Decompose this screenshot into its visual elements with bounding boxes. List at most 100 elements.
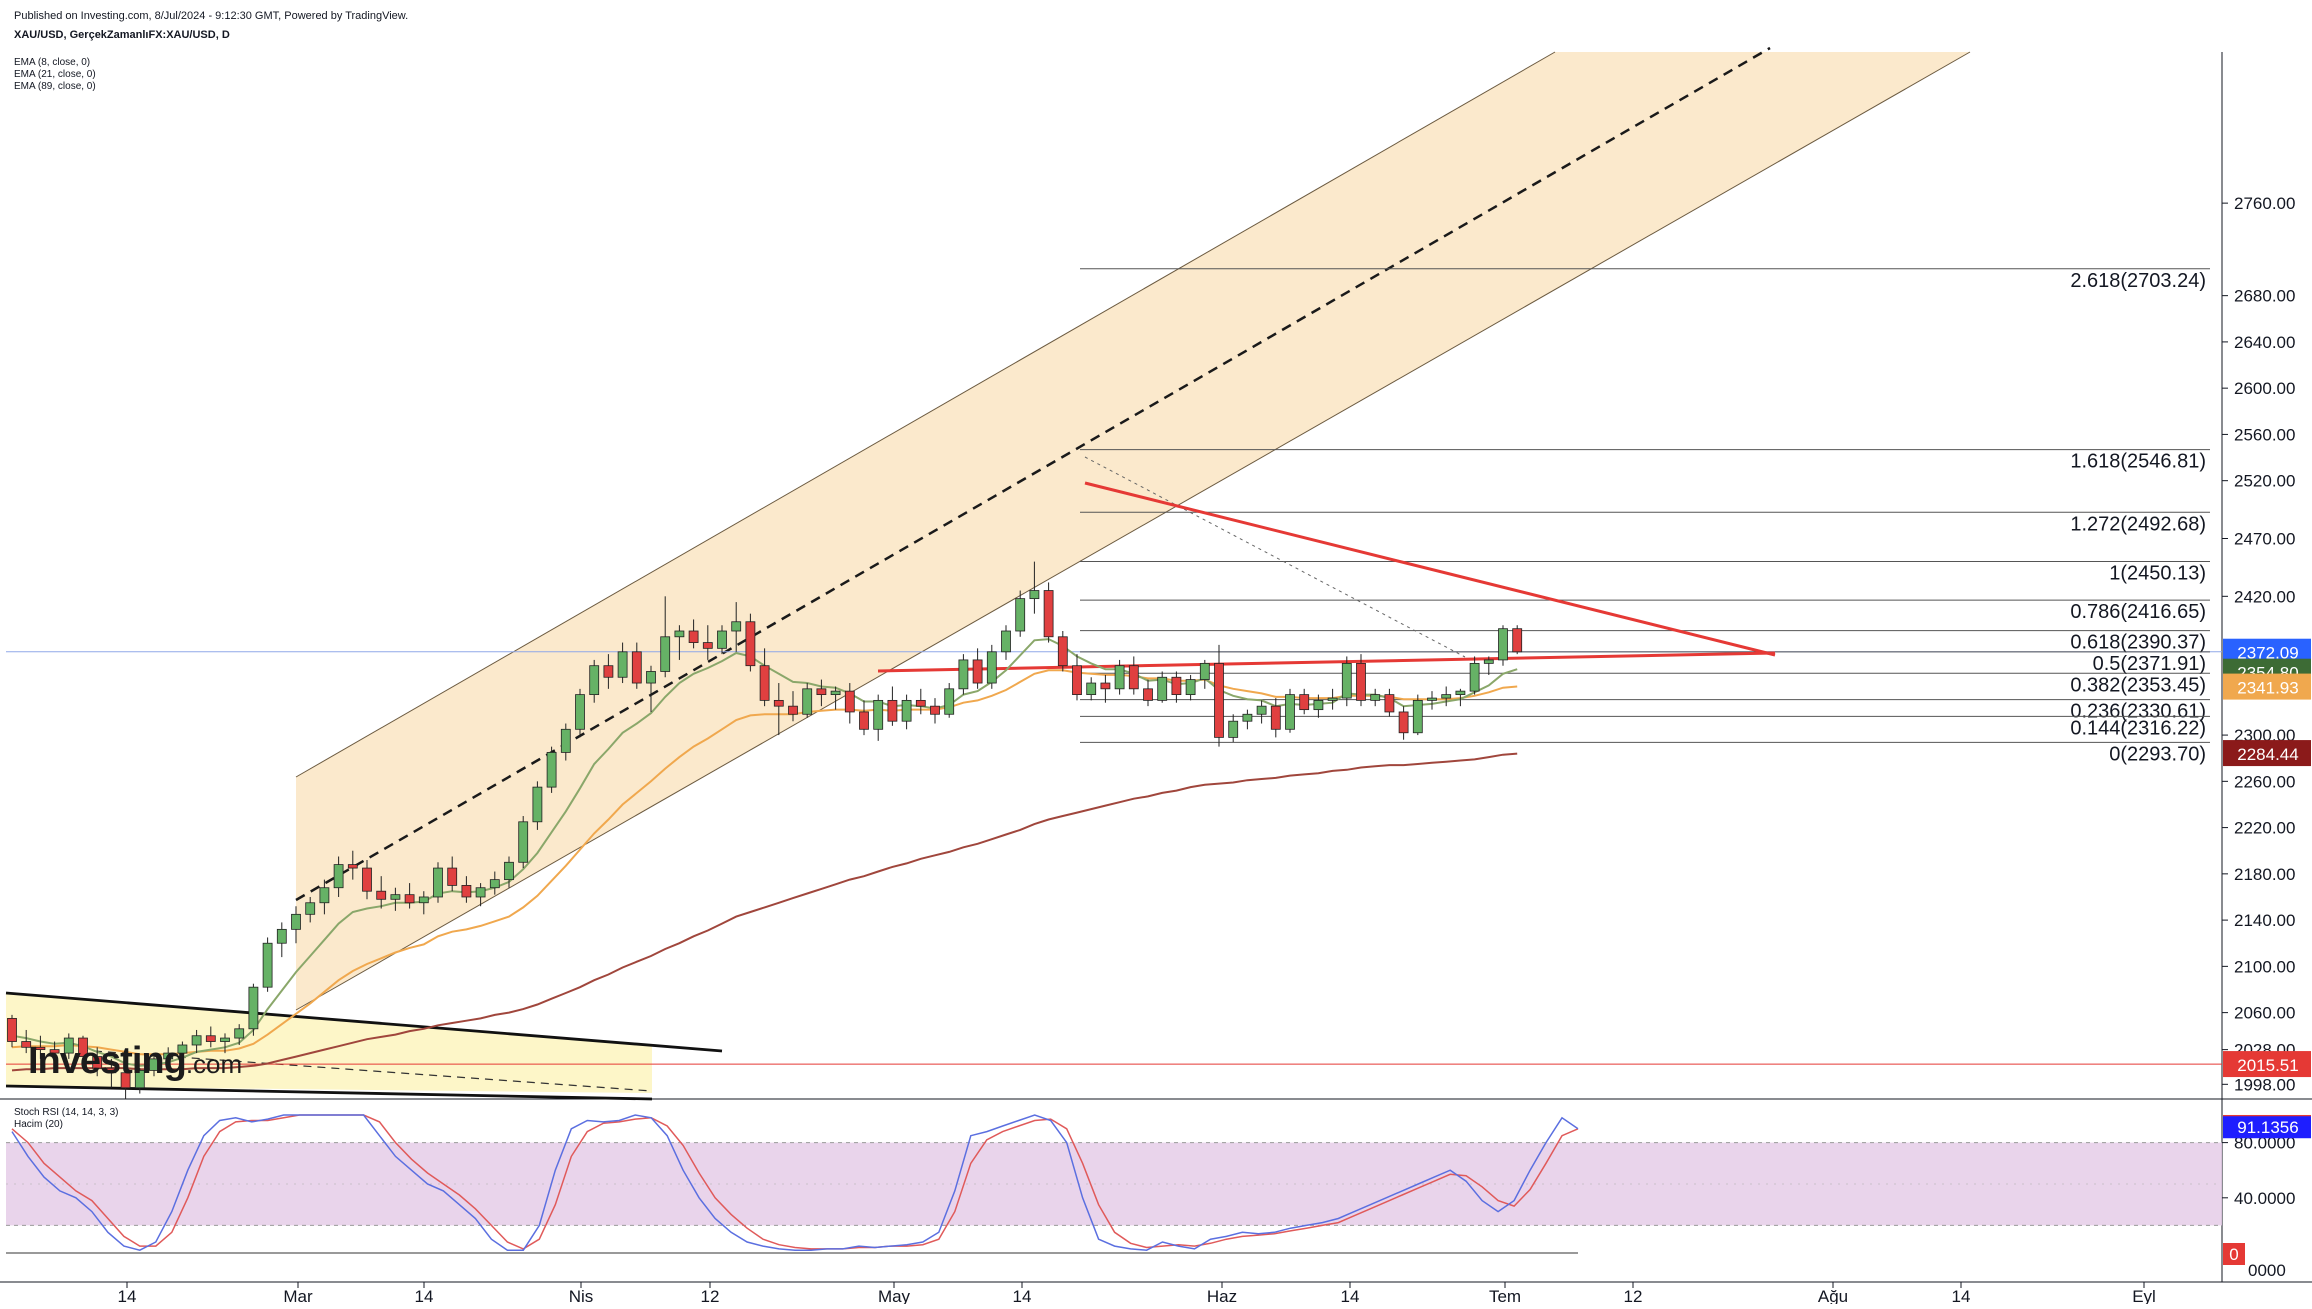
candle-body bbox=[532, 786, 543, 823]
y-tick-label: 2220.00 bbox=[2234, 819, 2295, 838]
candle-body bbox=[589, 665, 600, 696]
candle-body bbox=[1256, 705, 1267, 715]
candle-body bbox=[1242, 713, 1253, 722]
candle-body bbox=[887, 699, 898, 722]
candle-body bbox=[1143, 688, 1153, 701]
candle-body bbox=[7, 1017, 17, 1042]
volume-zero-label: 0000 bbox=[2248, 1261, 2286, 1280]
y-tick-label: 2470.00 bbox=[2234, 529, 2295, 548]
candle-body bbox=[1455, 690, 1466, 696]
stoch-k-line bbox=[11, 1114, 1579, 1251]
x-tick-label: Haz bbox=[1207, 1287, 1237, 1304]
candle-body bbox=[106, 1067, 117, 1074]
price-badge-label: 2341.93 bbox=[2237, 679, 2298, 698]
ema8-legend[interactable]: EMA (8, close, 0) bbox=[14, 57, 91, 68]
candle-body bbox=[1072, 665, 1082, 696]
candle-body bbox=[518, 821, 529, 863]
fib-label: 0.144(2316.22) bbox=[2070, 717, 2206, 739]
price-badge bbox=[2223, 740, 2311, 767]
x-tick-label: Nis bbox=[569, 1287, 594, 1304]
logo-suffix: .com bbox=[185, 1049, 243, 1079]
ema89-legend[interactable]: EMA (89, close, 0) bbox=[14, 81, 96, 92]
price-badge bbox=[2223, 1051, 2311, 1078]
candle-body bbox=[276, 928, 287, 944]
channel-lower-line bbox=[295, 51, 1971, 1011]
candle-body bbox=[234, 1028, 245, 1039]
candle-body bbox=[646, 671, 656, 684]
candle-body bbox=[603, 665, 614, 678]
candle-body bbox=[21, 1041, 32, 1048]
ema21-line bbox=[11, 669, 1518, 1056]
candle-body bbox=[773, 699, 784, 707]
candle-body bbox=[1128, 665, 1139, 690]
candle-body bbox=[1043, 590, 1054, 638]
candle-body bbox=[1228, 720, 1239, 738]
volume-legend[interactable]: Hacim (20) bbox=[14, 1119, 63, 1130]
candle-body bbox=[1100, 682, 1111, 690]
candle-body bbox=[915, 699, 926, 707]
candle-body bbox=[1384, 694, 1395, 713]
candle-body bbox=[930, 705, 940, 715]
y-tick-label: 2600.00 bbox=[2234, 379, 2295, 398]
candle-body bbox=[418, 896, 429, 904]
ema21-legend[interactable]: EMA (21, close, 0) bbox=[14, 69, 96, 80]
price-badge bbox=[2223, 673, 2311, 700]
candle-body bbox=[134, 1070, 145, 1089]
candle-body bbox=[475, 887, 486, 898]
y-tick-label: 2100.00 bbox=[2234, 957, 2295, 976]
candle-body bbox=[972, 659, 983, 684]
candle-body bbox=[191, 1035, 202, 1046]
candle-body bbox=[575, 694, 585, 730]
candle-body bbox=[759, 665, 770, 701]
candle-body bbox=[177, 1044, 188, 1054]
candle-body bbox=[1185, 679, 1196, 696]
candle-body bbox=[745, 621, 756, 667]
candle-body bbox=[631, 651, 642, 684]
triangle-upper-line bbox=[1084, 481, 1776, 657]
y-tick-label: 2180.00 bbox=[2234, 865, 2295, 884]
fib-label: 0(2293.70) bbox=[2109, 743, 2206, 765]
candles-group bbox=[7, 561, 1523, 1100]
logo-brand: Investing bbox=[28, 1040, 187, 1082]
x-tick-label: 14 bbox=[118, 1287, 137, 1304]
y-tick-label: 2520.00 bbox=[2234, 472, 2295, 491]
candle-body bbox=[1001, 630, 1011, 653]
wedge-dashed-line bbox=[79, 1049, 653, 1092]
candle-body bbox=[461, 885, 472, 898]
candle-body bbox=[1412, 699, 1423, 734]
candle-body bbox=[149, 1058, 159, 1071]
x-tick-label: 14 bbox=[1341, 1287, 1360, 1304]
candle-body bbox=[1427, 697, 1437, 701]
x-tick-label: 14 bbox=[1952, 1287, 1971, 1304]
candle-body bbox=[1214, 662, 1224, 738]
y-tick-label: 2640.00 bbox=[2234, 333, 2295, 352]
stoch-rsi-legend[interactable]: Stoch RSI (14, 14, 3, 3) bbox=[14, 1107, 119, 1118]
candle-body bbox=[1313, 699, 1324, 711]
candle-body bbox=[1327, 697, 1338, 701]
candle-body bbox=[489, 879, 500, 889]
stoch-badge-label: 91.1356 bbox=[2237, 1118, 2298, 1137]
fib-label: 1.618(2546.81) bbox=[2070, 451, 2206, 473]
price-badge-label: 2372.09 bbox=[2237, 644, 2298, 663]
candle-body bbox=[376, 890, 387, 900]
candle-body bbox=[986, 651, 997, 684]
candle-body bbox=[816, 688, 827, 696]
candle-body bbox=[1057, 636, 1068, 667]
candle-body bbox=[1356, 662, 1366, 701]
candle-body bbox=[1341, 662, 1352, 699]
candle-body bbox=[1086, 682, 1097, 696]
candle-body bbox=[333, 864, 344, 889]
candle-body bbox=[788, 705, 798, 715]
candle-body bbox=[205, 1035, 216, 1042]
candle-body bbox=[390, 894, 401, 900]
candle-body bbox=[844, 690, 855, 713]
x-tick-label: Mar bbox=[283, 1287, 313, 1304]
candle-body bbox=[873, 699, 884, 730]
price-badge-label: 2284.44 bbox=[2237, 745, 2298, 764]
x-tick-label: Eyl bbox=[2132, 1287, 2156, 1304]
candle-body bbox=[546, 752, 557, 788]
candle-body bbox=[702, 642, 713, 649]
candle-body bbox=[92, 1056, 103, 1069]
